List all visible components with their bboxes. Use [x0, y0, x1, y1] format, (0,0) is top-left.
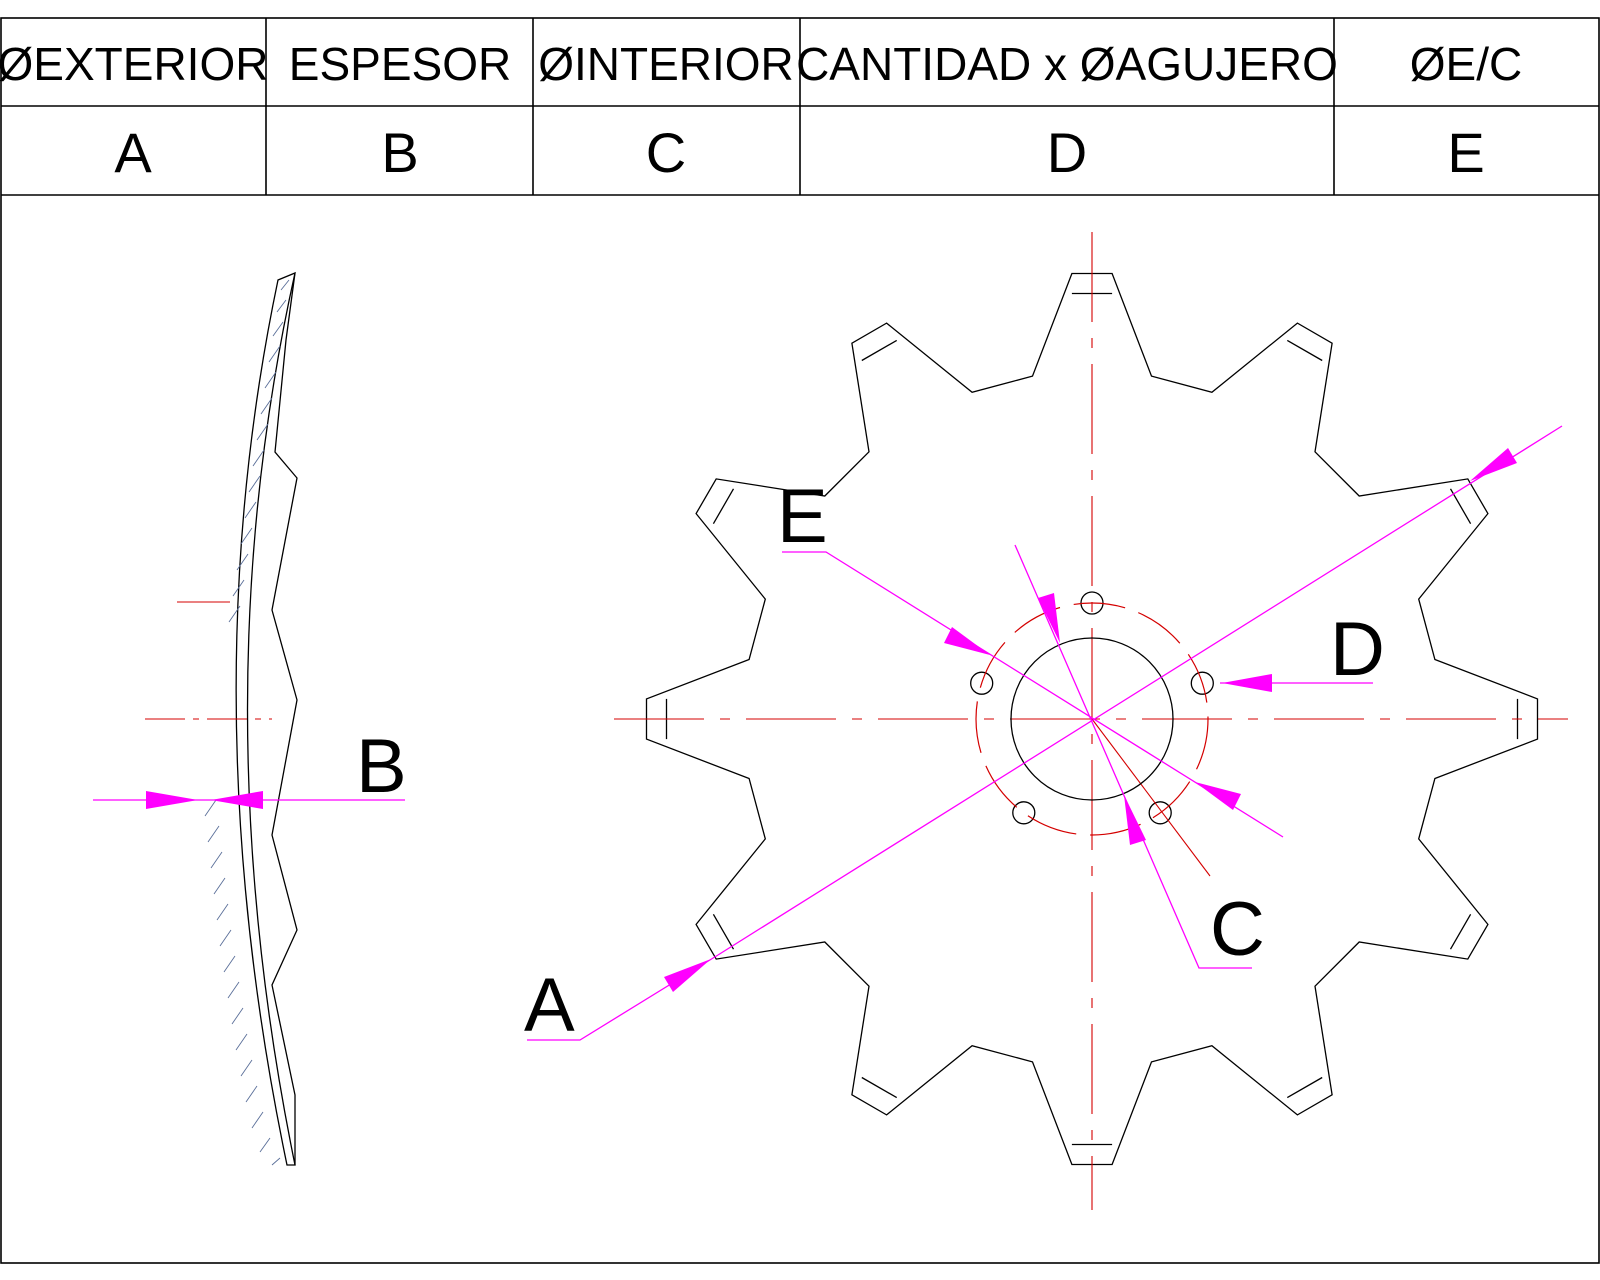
callout-b: B [356, 724, 407, 809]
bolt-circle-dimension-line [782, 551, 1284, 838]
front-view: A E C D [524, 232, 1568, 1210]
interior-diameter-arrow-upper [1038, 593, 1060, 643]
tooth-tip-bevel-line [712, 913, 735, 950]
tooth-tip-bevel-line [861, 339, 898, 362]
tooth-tip-bevel-line [1449, 913, 1472, 950]
callout-d: D [1330, 607, 1385, 692]
bolt-circle-arrow-upper [944, 627, 990, 655]
interior-bore-circle [1010, 637, 1174, 801]
bolt-circle [975, 602, 1209, 836]
hole-arrow [1222, 674, 1272, 692]
disc-toothed-outline [645, 272, 1539, 1166]
tooth-tip-bevel-line [712, 488, 735, 525]
value-letter-c: C [646, 121, 686, 184]
callout-a: A [524, 963, 575, 1048]
bolt-hole [1190, 671, 1214, 695]
value-letter-e: E [1447, 121, 1484, 184]
outer-diameter-arrow-high [1470, 448, 1517, 481]
bolt-hole [1148, 801, 1172, 825]
tooth-tip-bevel-line [1286, 1076, 1323, 1099]
header-thickness: ESPESOR [289, 38, 511, 90]
outer-diameter-arrow-low [664, 959, 711, 992]
side-view-concave-profile [235, 271, 296, 1166]
disc-outline-group [645, 272, 1539, 1166]
interior-diameter-arrow-lower [1124, 795, 1146, 845]
bolt-hole [970, 671, 994, 695]
tooth-tip-bevel-line [1449, 488, 1472, 525]
header-hole-count-diameter: CANTIDAD x ØAGUJERO [796, 38, 1338, 90]
outer-diameter-dimension-line [717, 425, 1563, 956]
interior-diameter-dimension-line [1014, 544, 1252, 969]
callout-c: C [1210, 887, 1265, 972]
value-letter-a: A [114, 121, 152, 184]
leader-c-center-line [1091, 718, 1211, 877]
value-letter-b: B [381, 121, 418, 184]
tooth-tip-bevel-line [861, 1076, 898, 1099]
side-view: B [93, 271, 407, 1166]
side-view-section-hatch [204, 279, 290, 1166]
header-exterior-diameter: ØEXTERIOR [0, 38, 268, 90]
bolt-circle-arrow-lower [1195, 782, 1241, 810]
header-interior-diameter: ØINTERIOR [538, 38, 794, 90]
spec-table: ØEXTERIOR ESPESOR ØINTERIOR CANTIDAD x Ø… [0, 17, 1600, 1264]
value-letter-d: D [1047, 121, 1087, 184]
callout-e: E [777, 474, 828, 559]
header-bolt-circle-diameter: ØE/C [1410, 38, 1522, 90]
side-view-toothed-profile [271, 272, 298, 1165]
thickness-arrow-right [211, 791, 263, 809]
tooth-tip-bevel-line [1286, 339, 1323, 362]
thickness-arrow-left [146, 791, 198, 809]
bolt-hole [1012, 801, 1036, 825]
